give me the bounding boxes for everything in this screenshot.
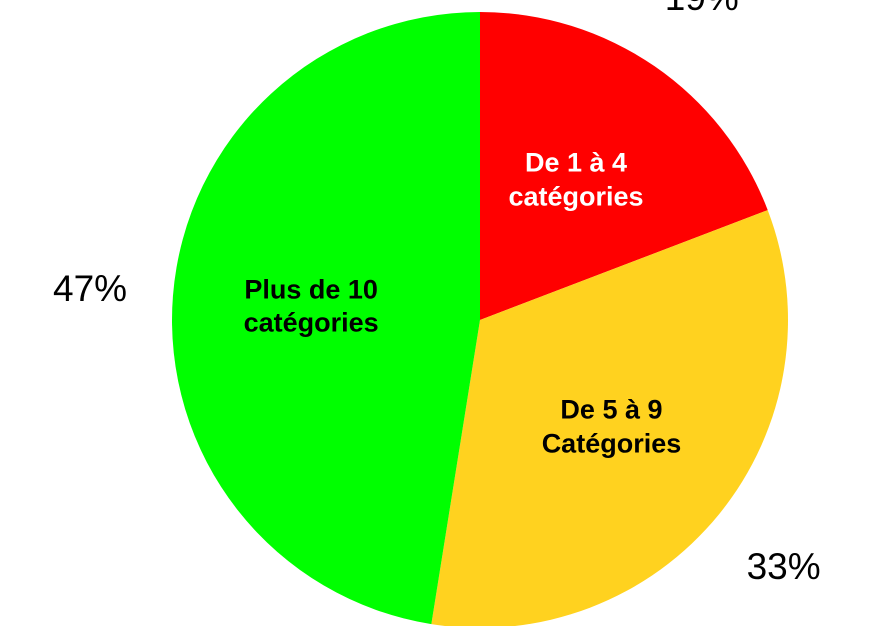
pie-slice [480, 12, 768, 320]
pie-slice [172, 12, 481, 625]
slice-label: Plus de 10 catégories [243, 273, 379, 338]
slice-label: De 1 à 4 catégories [508, 147, 644, 212]
slice-label: De 5 à 9 Catégories [541, 394, 682, 458]
value-label: 19% [665, 0, 739, 21]
value-label: 47% [53, 267, 128, 309]
value-label: 33% [746, 545, 821, 587]
pie-slice [431, 210, 788, 626]
